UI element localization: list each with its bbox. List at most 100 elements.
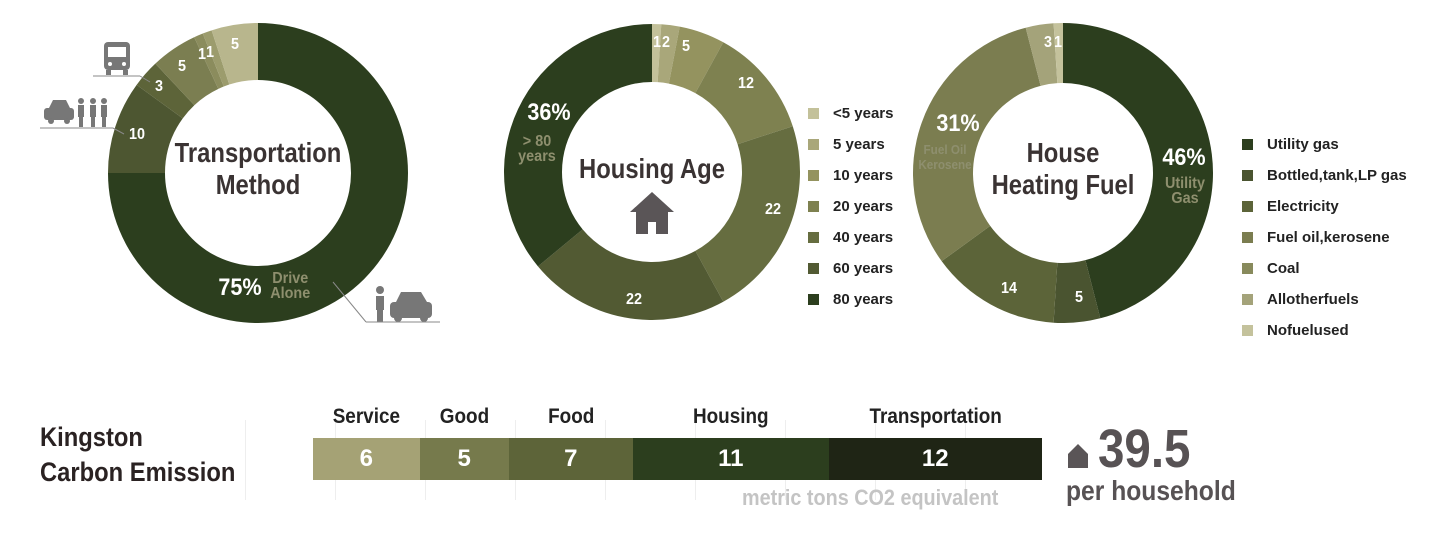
heating-legend: Utility gas Bottled,tank,LP gas Electricit… <box>1242 129 1407 346</box>
legend-label: 60 years <box>833 260 894 277</box>
bus-icon <box>104 42 130 75</box>
sub-line: years <box>518 148 556 165</box>
donut-segment <box>913 27 1041 262</box>
legend-label: <5 years <box>833 105 894 122</box>
sub-line: Kerosene <box>918 157 972 172</box>
donut-segment <box>1053 23 1063 84</box>
transportation-title: Transportation Method <box>158 137 359 201</box>
legend-label: Fuel oil,kerosene <box>1267 229 1390 246</box>
donut-segment <box>211 23 258 85</box>
value-label: 5 <box>1074 289 1084 306</box>
sub-line: > 80 <box>522 133 552 150</box>
value-label: 1 <box>1053 34 1063 51</box>
main-subtitle: > 80 years <box>511 133 563 165</box>
legend-item: Bottled,tank,LP gas <box>1242 160 1407 191</box>
housing-title: Housing Age <box>579 153 725 184</box>
legend-label: Allotherfuels <box>1267 291 1359 308</box>
second-percent: 31% <box>936 110 980 137</box>
donut-segment <box>1063 23 1213 319</box>
legend-label: 20 years <box>833 198 894 215</box>
legend-swatch <box>1242 325 1253 336</box>
title-line: House <box>1026 137 1100 168</box>
bar-segment-good: 5 <box>419 438 509 480</box>
housing-legend: <5 years 5 years 10 years 20 years 40 years 6… <box>808 98 893 315</box>
value-label: 5 <box>230 36 240 53</box>
drive-alone-icon <box>376 286 432 322</box>
value-label: 1 <box>197 46 207 63</box>
donut-segment <box>504 24 652 267</box>
value-label: 5 <box>681 38 691 55</box>
house-icon <box>1068 444 1088 468</box>
value-label: 22 <box>764 201 782 218</box>
legend-swatch <box>1242 263 1253 274</box>
sub-line: Utility <box>1164 175 1205 192</box>
gridline <box>245 420 246 500</box>
donut-segment <box>202 30 230 87</box>
donut-segment <box>695 126 800 302</box>
housing-age-donut <box>504 24 800 320</box>
legend-swatch <box>1242 201 1253 212</box>
donut-segment <box>652 24 662 83</box>
legend-swatch <box>808 294 819 305</box>
legend-label: Nofuelused <box>1267 322 1349 339</box>
sub-line: Gas <box>1171 190 1199 207</box>
legend-item: 5 years <box>808 129 893 160</box>
legend-item: Allotherfuels <box>1242 284 1407 315</box>
emission-title: Kingston Carbon Emission <box>40 420 235 490</box>
donut-segment <box>136 63 195 119</box>
transport-icons <box>40 42 440 323</box>
legend-item: Nofuelused <box>1242 315 1407 346</box>
title-line: Method <box>215 169 301 200</box>
legend-swatch <box>808 232 819 243</box>
donut-segment <box>108 23 408 323</box>
category-label: Housing <box>693 405 769 428</box>
main-subtitle: Utility Gas <box>1155 175 1214 207</box>
total-value: 39.5 <box>1098 419 1191 479</box>
legend-swatch <box>1242 294 1253 305</box>
legend-swatch <box>808 170 819 181</box>
second-subtitle: Fuel Oil Kerosene <box>915 142 974 172</box>
donut-segment <box>108 84 183 173</box>
sub-line: Drive <box>272 270 309 287</box>
unit-label: metric tons CO2 equivalent <box>742 485 999 510</box>
legend-item: 40 years <box>808 222 893 253</box>
value-label: 22 <box>625 291 643 308</box>
transportation-donut <box>108 23 408 323</box>
bar-segment-service: 6 <box>313 438 420 480</box>
value-label: 2 <box>661 34 671 51</box>
legend-item: Fuel oil,kerosene <box>1242 222 1407 253</box>
legend-item: Coal <box>1242 253 1407 284</box>
bar-segment-food: 7 <box>508 438 634 480</box>
legend-swatch <box>1242 232 1253 243</box>
bar-segment-housing: 11 <box>633 438 829 480</box>
legend-swatch <box>808 139 819 150</box>
title-line: Heating Fuel <box>991 169 1135 200</box>
title-line: Transportation <box>174 137 342 168</box>
legend-label: Coal <box>1267 260 1300 277</box>
value-label: 3 <box>154 78 164 95</box>
donut-segment <box>155 37 219 106</box>
legend-label: Utility gas <box>1267 136 1339 153</box>
legend-swatch <box>1242 139 1253 150</box>
legend-item: <5 years <box>808 98 893 129</box>
legend-swatch <box>808 201 819 212</box>
value-label: 1 <box>205 44 215 61</box>
legend-label: 5 years <box>833 136 885 153</box>
legend-item: 10 years <box>808 160 893 191</box>
value-label: 14 <box>1000 280 1018 297</box>
bar-segment-transportation: 12 <box>828 438 1042 480</box>
sub-line: Fuel Oil <box>923 142 967 157</box>
legend-swatch <box>808 263 819 274</box>
legend-swatch <box>1242 170 1253 181</box>
legend-label: 80 years <box>833 291 894 308</box>
category-label: Transportation <box>869 405 1002 428</box>
value-label: 10 <box>128 126 146 143</box>
legend-label: Electricity <box>1267 198 1339 215</box>
value-label: 5 <box>177 58 187 75</box>
legend-item: 20 years <box>808 191 893 222</box>
heating-fuel-donut <box>913 23 1213 323</box>
donut-segment <box>657 24 680 84</box>
legend-item: Utility gas <box>1242 129 1407 160</box>
main-subtitle: Drive Alone <box>270 270 310 302</box>
